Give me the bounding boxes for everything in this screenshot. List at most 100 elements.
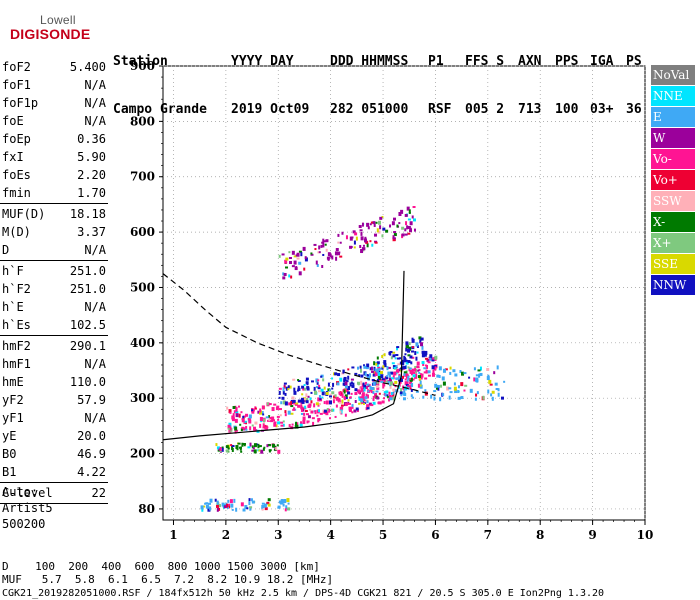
echo-point: [306, 420, 309, 424]
echo-point: [341, 231, 344, 235]
param-name: foEs: [2, 168, 31, 182]
param-value: N/A: [84, 300, 106, 314]
legend-item: SSE: [651, 254, 695, 274]
echo-point: [360, 380, 363, 385]
header-date-label: YYYY DAY: [231, 54, 294, 69]
x-tick-label: 1: [169, 528, 177, 542]
echo-point: [214, 498, 217, 502]
muf-curve: [162, 273, 436, 397]
param-row: h`F2 251.0: [0, 280, 108, 298]
echo-point: [417, 375, 421, 379]
echo-point: [427, 370, 431, 374]
echo-point: [268, 419, 272, 422]
echo-point: [372, 397, 375, 401]
echo-point: [375, 362, 378, 366]
echo-point: [329, 393, 332, 396]
echo-point: [429, 354, 433, 359]
echo-point: [324, 243, 327, 246]
echo-point: [376, 356, 379, 360]
echo-point: [401, 366, 404, 371]
echo-point: [309, 397, 312, 401]
echo-point: [315, 260, 318, 265]
param-name: h`E: [2, 300, 24, 314]
echo-point: [338, 401, 342, 404]
echo-point: [313, 403, 316, 408]
echo-point: [254, 407, 257, 410]
echo-point: [449, 371, 452, 375]
echo-point: [385, 394, 389, 397]
param-row: yF1 N/A: [0, 409, 108, 427]
echo-point: [410, 377, 413, 382]
echo-point: [391, 221, 395, 226]
echo-point: [295, 402, 299, 405]
echo-point: [358, 374, 361, 377]
echo-point: [372, 395, 376, 398]
echo-point: [457, 390, 460, 394]
echo-point: [227, 424, 231, 429]
echo-point: [219, 446, 222, 451]
echo-point: [361, 392, 365, 397]
echo-point: [351, 411, 354, 414]
echo-point: [345, 388, 349, 393]
echo-point: [310, 410, 314, 414]
echo-point: [407, 354, 411, 357]
echo-point: [376, 386, 380, 390]
param-value: 5.90: [77, 150, 106, 164]
echo-point: [343, 378, 346, 383]
echo-point: [241, 418, 245, 423]
echo-point: [340, 404, 344, 407]
echo-point: [235, 413, 239, 418]
echo-point: [403, 390, 406, 393]
echo-point: [444, 368, 448, 371]
echo-point: [275, 424, 278, 428]
echo-point: [406, 385, 409, 388]
echo-point: [317, 251, 320, 254]
echo-point: [409, 379, 412, 382]
echo-point: [350, 392, 353, 395]
echo-point: [283, 382, 287, 385]
echo-point: [394, 385, 397, 388]
echo-point: [315, 385, 318, 388]
echo-point: [258, 449, 261, 452]
echo-point: [478, 373, 481, 378]
param-value: N/A: [84, 78, 106, 92]
echo-point: [200, 505, 204, 510]
echo-point: [302, 246, 306, 251]
echo-point: [380, 371, 384, 375]
echo-point: [394, 357, 397, 360]
echo-point: [327, 388, 331, 392]
echo-point: [344, 413, 347, 417]
header-p1-label: P1: [428, 54, 444, 69]
echo-point: [347, 386, 351, 391]
echo-point: [383, 353, 386, 357]
echo-point: [409, 355, 413, 359]
echo-point: [267, 503, 271, 507]
echo-point: [376, 363, 379, 367]
echo-point: [369, 223, 372, 226]
echo-point: [373, 366, 376, 371]
echo-point: [294, 423, 297, 428]
echo-point: [371, 243, 374, 247]
echo-point: [493, 371, 496, 375]
param-name: M(D): [2, 225, 31, 239]
echo-point: [382, 382, 386, 387]
echo-point: [326, 408, 329, 412]
echo-point: [317, 387, 321, 390]
echo-point: [442, 393, 445, 397]
echo-point: [377, 230, 381, 234]
echo-point: [261, 505, 265, 509]
echo-point: [306, 387, 310, 391]
echo-point: [423, 371, 426, 374]
echo-point: [354, 388, 358, 392]
echo-point: [360, 236, 364, 241]
echo-point: [386, 366, 389, 371]
echo-point: [307, 415, 311, 419]
echo-point: [415, 390, 419, 393]
echo-point: [331, 387, 334, 390]
echo-point: [347, 368, 350, 371]
echo-point: [317, 418, 320, 423]
echo-point: [372, 401, 376, 405]
header-ps: PS 36: [626, 22, 642, 134]
echo-point: [396, 357, 400, 360]
echo-point: [322, 243, 325, 248]
